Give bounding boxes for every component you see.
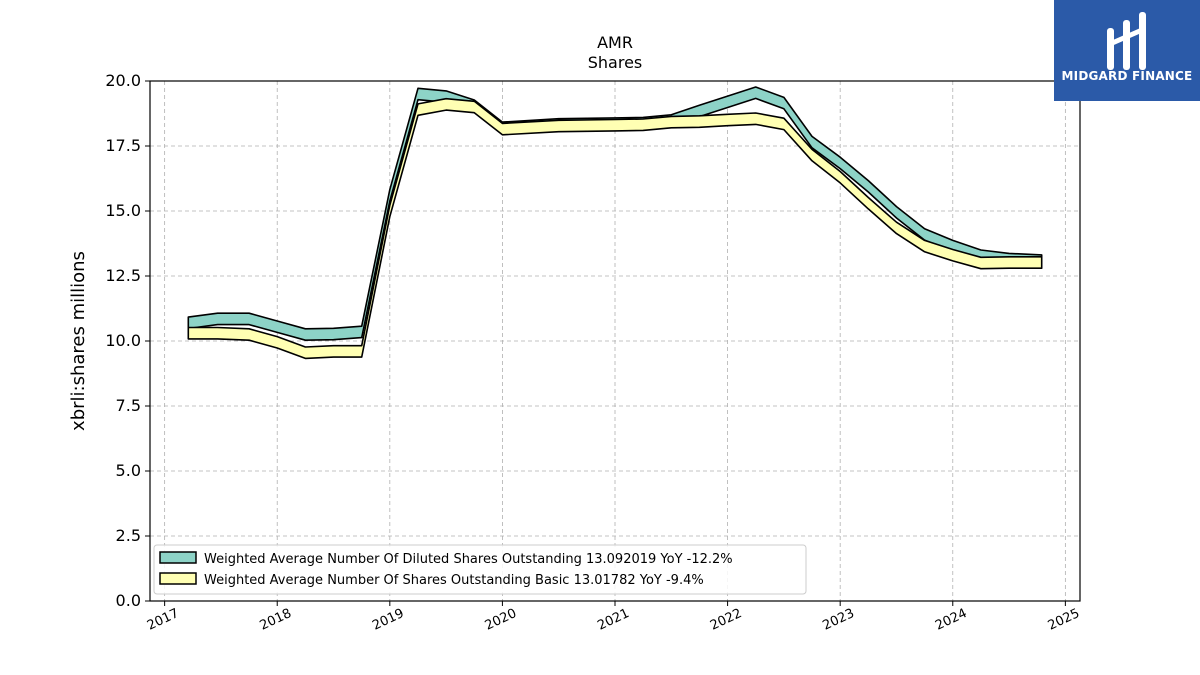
chart-title: AMR	[597, 33, 633, 52]
legend-box	[153, 544, 807, 595]
legend-swatch-basic	[159, 572, 197, 585]
x-tick-label-1: 2018	[258, 606, 294, 634]
legend-label-diluted: Weighted Average Number Of Diluted Share…	[204, 552, 733, 567]
y-axis-label: xbrli:shares millions	[68, 251, 89, 431]
legend: Weighted Average Number Of Diluted Share…	[153, 544, 807, 595]
x-tick-label-2: 2019	[370, 606, 406, 634]
y-tick-label-6: 15.0	[105, 201, 141, 220]
legend-swatch-diluted	[159, 551, 197, 564]
y-tick-label-7: 17.5	[105, 136, 141, 155]
x-tick-label-6: 2023	[821, 606, 857, 634]
brand-name: MIDGARD FINANCE	[1061, 69, 1193, 83]
brand-logo: MIDGARD FINANCE	[1054, 0, 1200, 101]
x-axis-ticks: 2017 2018 2019 2020 2021 2022 2023 2024 2025	[145, 601, 1082, 634]
x-tick-label-3: 2020	[483, 606, 519, 634]
y-tick-label-0: 0.0	[116, 591, 141, 610]
y-tick-label-8: 20.0	[105, 71, 141, 90]
chart-subtitle: Shares	[588, 53, 643, 72]
x-tick-label-4: 2021	[595, 606, 631, 634]
series-band-1	[187, 97, 1043, 360]
series-lines	[187, 86, 1043, 360]
y-tick-label-4: 10.0	[105, 331, 141, 350]
midgard-logo-icon	[1107, 12, 1146, 70]
x-tick-label-7: 2024	[933, 606, 969, 634]
x-tick-label-0: 2017	[145, 606, 181, 634]
y-tick-label-2: 5.0	[116, 461, 141, 480]
y-tick-label-3: 7.5	[116, 396, 141, 415]
x-tick-label-8: 2025	[1046, 606, 1082, 634]
y-tick-label-1: 2.5	[116, 526, 141, 545]
legend-label-basic: Weighted Average Number Of Shares Outsta…	[204, 573, 704, 588]
y-tick-label-5: 12.5	[105, 266, 141, 285]
x-tick-label-5: 2022	[708, 606, 744, 634]
y-axis-ticks: 0.0 2.5 5.0 7.5 10.0 12.5 15.0 17.5 20.0	[105, 71, 150, 610]
